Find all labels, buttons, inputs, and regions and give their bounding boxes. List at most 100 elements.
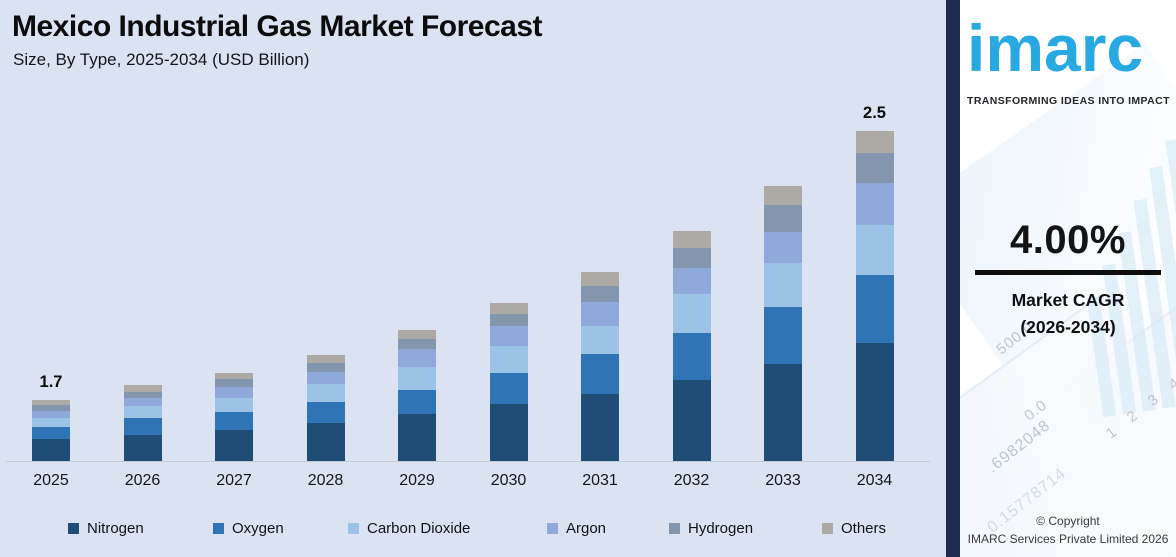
x-axis-label-2034: 2034 [856,472,893,489]
bar-2025 [32,400,70,461]
cagr-value: 4.00% [1010,218,1126,262]
chart-section: Mexico Industrial Gas Market Forecast Si… [0,0,946,557]
bar-segment-nitrogen [489,404,528,461]
x-axis-label-2031: 2031 [582,472,618,489]
bar-segment-carbon-dioxide [306,384,345,402]
bar-2031 [581,272,619,461]
bar-segment-others [855,131,894,153]
bar-segment-nitrogen [764,364,802,461]
legend-item-argon: Argon [547,520,669,537]
bar-segment-oxygen [398,390,436,414]
bar-segment-carbon-dioxide [489,346,528,373]
legend-label: Hydrogen [688,520,754,537]
legend-swatch-icon [822,523,833,534]
legend-label: Oxygen [232,520,284,537]
watermark-text: .6982048 [984,416,1054,477]
x-axis-label-2027: 2027 [216,472,252,489]
legend-swatch-icon [669,523,680,534]
bar-segment-oxygen [764,307,802,364]
x-axis-label-2025: 2025 [33,472,69,489]
bar-segment-argon [123,398,162,406]
bar-value-label-2025: 1.7 [39,373,63,391]
bar-segment-others [398,330,436,339]
bar-segment-others [672,231,711,248]
bar-segment-others [581,272,619,286]
bar-segment-others [489,303,528,314]
bar-segment-carbon-dioxide [855,225,894,275]
bar-segment-carbon-dioxide [123,406,162,418]
bar-segment-carbon-dioxide [215,398,253,412]
cagr-period: (2026-2034) [1020,317,1116,338]
bar-segment-nitrogen [215,430,253,461]
bar-segment-oxygen [123,418,162,435]
legend-item-oxygen: Oxygen [213,520,348,537]
bar-segment-nitrogen [398,414,436,461]
bar-segment-hydrogen [672,248,711,268]
bar-2028 [306,355,345,461]
copyright-notice: © Copyright IMARC Services Private Limit… [960,513,1176,548]
x-axis-label-2029: 2029 [399,472,435,489]
copyright-line1: © Copyright [1036,514,1100,529]
bar-segment-hydrogen [855,153,894,183]
bar-segment-carbon-dioxide [398,367,436,390]
bar-segment-oxygen [32,427,70,439]
bar-segment-nitrogen [306,423,345,461]
bar-segment-carbon-dioxide [32,418,70,427]
bar-segment-argon [855,183,894,225]
cagr-label: Market CAGR [1011,290,1125,310]
bar-segment-oxygen [306,402,345,423]
cagr-underline [975,270,1161,275]
bar-segment-argon [398,349,436,367]
page-subtitle: Size, By Type, 2025-2034 (USD Billion) [13,50,310,69]
imarc-logo: imarc [967,11,1144,85]
bar-2032 [672,231,711,461]
watermark-text: 1 2 3 4 [1102,370,1176,443]
bar-segment-carbon-dioxide [581,326,619,354]
bar-segment-carbon-dioxide [764,263,802,307]
bar-2030 [489,303,528,461]
legend-item-carbon-dioxide: Carbon Dioxide [348,520,547,537]
page-title: Mexico Industrial Gas Market Forecast [12,10,543,43]
legend-swatch-icon [68,523,79,534]
bar-value-label-2034: 2.5 [863,104,886,122]
bar-segment-oxygen [215,412,253,430]
x-axis-label-2026: 2026 [124,472,161,489]
stacked-bar-plot: 2025 1.7 2026 2027 2028 2029 2030 2031 2032 2033 2… [32,104,894,489]
bar-segment-argon [32,411,70,418]
x-axis-label-2030: 2030 [490,472,527,489]
bar-segment-nitrogen [855,343,894,461]
bar-segment-oxygen [581,354,619,394]
legend-label: Argon [566,520,607,537]
legend-label: Others [841,520,887,537]
bar-segment-nitrogen [32,439,70,461]
x-axis-line [6,461,930,462]
bar-segment-others [306,355,345,363]
bar-segment-hydrogen [489,314,528,326]
bar-segment-others [215,373,253,379]
chart-legend: Nitrogen Oxygen Carbon Dioxide Argon Hydroge… [68,520,902,537]
bar-segment-nitrogen [672,380,711,461]
bar-segment-argon [489,326,528,346]
bar-segment-hydrogen [123,392,162,398]
x-axis-label-2028: 2028 [307,472,344,489]
legend-swatch-icon [547,523,558,534]
bar-segment-argon [215,387,253,398]
imarc-tagline: TRANSFORMING IDEAS INTO IMPACT [967,95,1170,107]
bar-segment-others [123,385,162,392]
brand-panel: 500.0 0.0 1 2 3 4 .6982048 0.15778714 im… [946,0,1176,557]
bar-segment-oxygen [855,275,894,343]
legend-item-nitrogen: Nitrogen [68,520,213,537]
bar-segment-nitrogen [581,394,619,461]
x-axis-label-2032: 2032 [673,472,710,489]
bar-2026 [123,385,162,461]
legend-label: Carbon Dioxide [367,520,471,537]
bar-segment-argon [672,268,711,294]
bar-segment-hydrogen [764,205,802,232]
bar-2027 [215,373,253,461]
bar-segment-argon [581,302,619,326]
bar-segment-hydrogen [215,379,253,387]
bar-segment-oxygen [672,333,711,380]
bar-segment-oxygen [489,373,528,404]
legend-swatch-icon [213,523,224,534]
